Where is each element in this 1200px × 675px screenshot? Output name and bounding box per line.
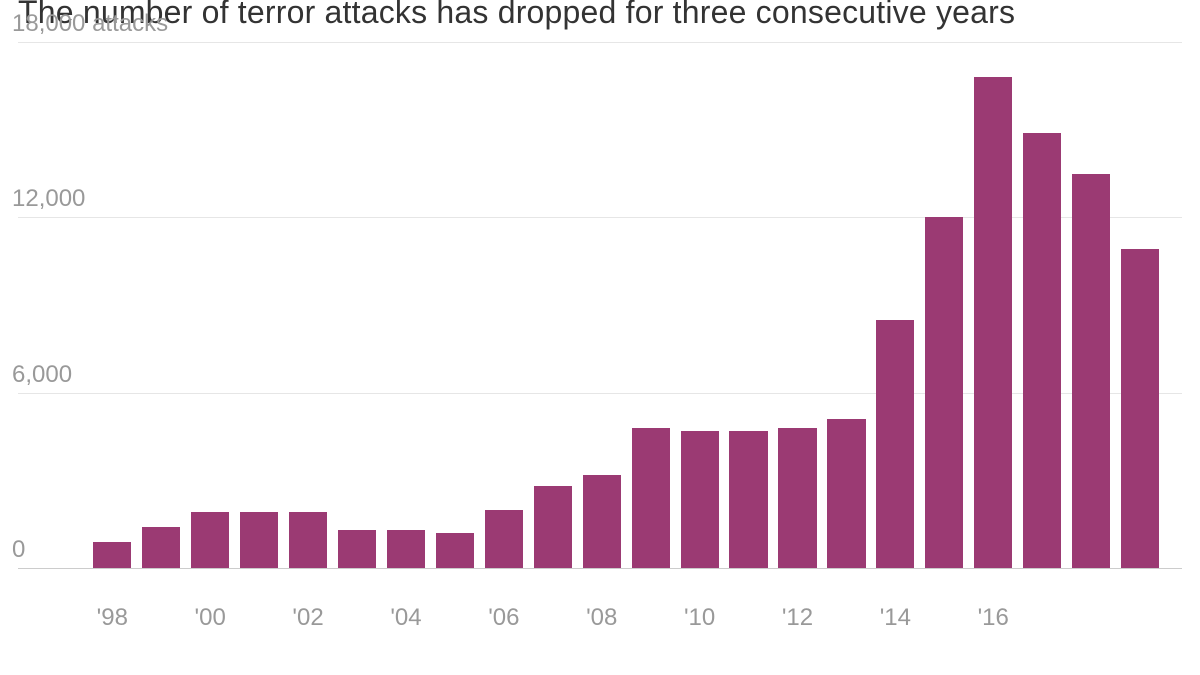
x-tick-label: '12 (782, 604, 813, 632)
plot-area: 06,00012,00018,000 attacks '98'00'02'04'… (18, 42, 1182, 568)
x-tick-label: '02 (292, 604, 323, 632)
bar (632, 428, 670, 568)
x-tick-label: '10 (684, 604, 715, 632)
bar (142, 527, 180, 568)
bar (729, 431, 767, 568)
bar (876, 320, 914, 568)
x-tick-label: '16 (978, 604, 1009, 632)
y-tick-label: 18,000 attacks (12, 10, 168, 38)
bar (534, 486, 572, 568)
x-tick-label: '14 (880, 604, 911, 632)
bar (827, 419, 865, 568)
x-tick-label: '06 (488, 604, 519, 632)
bar (1121, 249, 1159, 568)
bar (93, 542, 131, 568)
x-tick-label: '04 (390, 604, 421, 632)
bar (974, 77, 1012, 568)
bar (436, 533, 474, 568)
bar (583, 475, 621, 569)
gridline (18, 568, 1182, 569)
chart-container: The number of terror attacks has dropped… (0, 0, 1200, 675)
bar (1023, 133, 1061, 568)
bar (240, 512, 278, 568)
bars-layer (18, 42, 1182, 568)
bar (338, 530, 376, 568)
bar (1072, 174, 1110, 569)
x-tick-label: '00 (195, 604, 226, 632)
bar (778, 428, 816, 568)
x-tick-label: '08 (586, 604, 617, 632)
bar (485, 510, 523, 568)
bar (925, 217, 963, 568)
bar (387, 530, 425, 568)
y-tick-label: 12,000 (12, 185, 85, 213)
y-tick-label: 6,000 (12, 361, 72, 389)
bar (681, 431, 719, 568)
bar (191, 512, 229, 568)
x-tick-label: '98 (97, 604, 128, 632)
bar (289, 512, 327, 568)
y-tick-label: 0 (12, 536, 25, 564)
